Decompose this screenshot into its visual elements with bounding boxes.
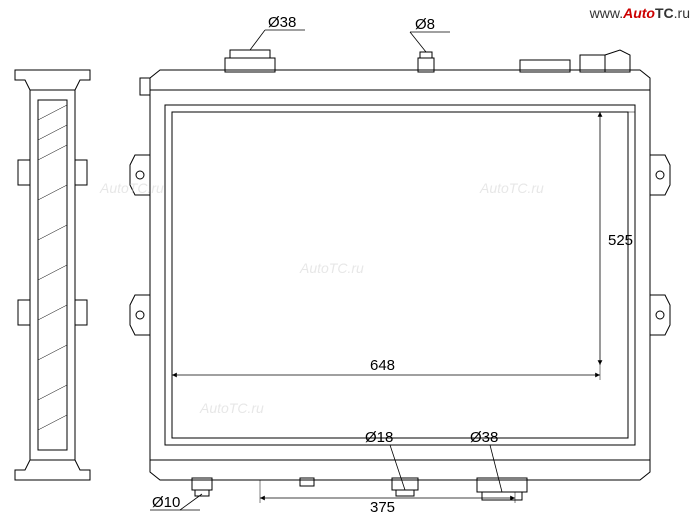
port-d10 <box>192 478 212 496</box>
dimensions: Ø38 Ø8 525 648 Ø18 Ø38 Ø10 375 <box>150 14 635 516</box>
port-d18 <box>392 478 418 496</box>
port-d38-bottom <box>477 478 527 500</box>
port-d8 <box>418 52 434 72</box>
label-d38-top: Ø38 <box>268 14 296 31</box>
front-view <box>130 50 670 500</box>
label-648: 648 <box>370 357 395 374</box>
label-d10: Ø10 <box>152 494 180 511</box>
label-375: 375 <box>370 499 395 516</box>
label-d8: Ø8 <box>415 16 435 33</box>
label-d18: Ø18 <box>365 429 393 446</box>
watermark-url: www.AutoTC.ru <box>589 5 690 21</box>
label-525: 525 <box>608 232 633 249</box>
side-view <box>15 70 90 480</box>
mounting-brackets <box>130 155 670 335</box>
port-d38-top <box>225 50 275 72</box>
technical-drawing: Ø38 Ø8 525 648 Ø18 Ø38 Ø10 375 www.AutoT… <box>0 0 700 523</box>
label-d38-bottom: Ø38 <box>470 429 498 446</box>
